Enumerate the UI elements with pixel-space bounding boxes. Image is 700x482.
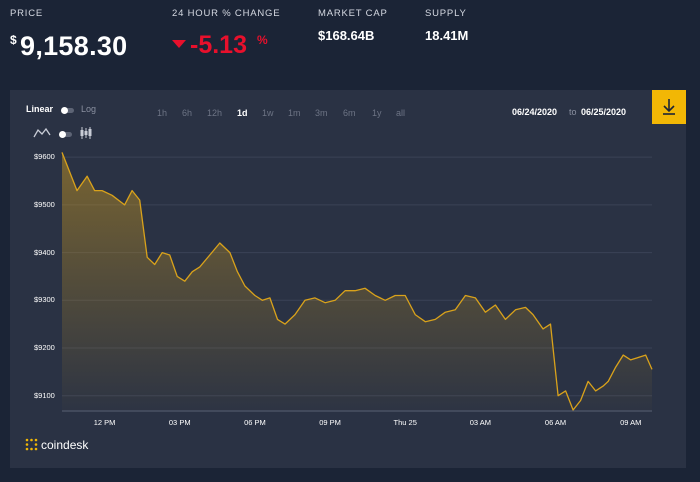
range-1y[interactable]: 1y (372, 108, 382, 118)
supply-label: SUPPLY (425, 8, 467, 19)
price-label: PRICE (10, 8, 44, 19)
range-6m[interactable]: 6m (343, 108, 356, 118)
price-value: 9,158.30 (20, 31, 128, 61)
x-tick-label: 03 PM (168, 418, 191, 427)
range-1w[interactable]: 1w (262, 108, 274, 118)
x-tick-label: 06 PM (244, 418, 266, 427)
coindesk-logo-icon (25, 438, 38, 451)
y-tick-label: $9300 (34, 295, 55, 305)
price-currency: $ (10, 33, 17, 47)
range-6h[interactable]: 6h (182, 108, 193, 118)
scale-toggle[interactable] (61, 107, 74, 114)
x-tick-label: 09 AM (620, 418, 642, 427)
y-tick-label: $9500 (34, 199, 55, 209)
candlestick-icon[interactable] (79, 126, 93, 140)
down-arrow-icon (172, 40, 186, 48)
coindesk-logo-text: coindesk (41, 438, 89, 452)
scale-linear-option[interactable]: Linear (26, 104, 54, 114)
date-to[interactable]: 06/25/2020 (581, 107, 627, 117)
range-all[interactable]: all (396, 108, 406, 118)
marketcap-value: $168.64B (318, 28, 375, 43)
y-tick-label: $9100 (34, 390, 55, 400)
change-value: -5.13 (190, 31, 247, 59)
range-12h[interactable]: 12h (207, 108, 223, 118)
download-button[interactable] (652, 90, 686, 124)
y-tick-label: $9400 (34, 247, 55, 257)
download-icon (663, 99, 675, 115)
date-from[interactable]: 06/24/2020 (512, 107, 558, 117)
x-tick-label: 12 PM (93, 418, 116, 427)
toggle-knob (61, 107, 68, 114)
y-tick-label: $9200 (34, 342, 55, 352)
range-3m[interactable]: 3m (315, 108, 328, 118)
x-tick-label: 03 AM (469, 418, 492, 427)
price-line (61, 152, 653, 411)
range-1d[interactable]: 1d (237, 108, 248, 118)
range-1h[interactable]: 1h (157, 108, 168, 118)
chart-type-toggle[interactable] (59, 131, 72, 138)
supply-value: 18.41M (425, 28, 469, 43)
change-label: 24 HOUR % CHANGE (172, 8, 281, 19)
x-tick-label: Thu 25 (393, 418, 417, 427)
x-tick-label: 06 AM (544, 418, 567, 427)
y-tick-label: $9600 (34, 152, 55, 162)
scale-log-option[interactable]: Log (81, 104, 97, 114)
toggle-knob (59, 131, 66, 138)
date-separator: to (569, 107, 577, 117)
price-area (62, 152, 652, 410)
marketcap-label: MARKET CAP (318, 8, 388, 19)
change-unit: % (257, 33, 268, 47)
line-chart-icon[interactable] (33, 127, 51, 139)
x-tick-label: 09 PM (319, 418, 341, 427)
range-1m[interactable]: 1m (288, 108, 301, 118)
